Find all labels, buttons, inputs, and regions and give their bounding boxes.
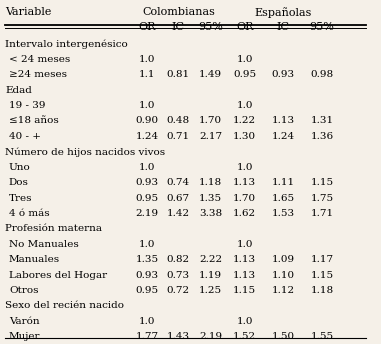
- Text: 1.09: 1.09: [272, 255, 295, 264]
- Text: OR: OR: [138, 22, 156, 32]
- Text: 1.24: 1.24: [135, 132, 158, 141]
- Text: 1.35: 1.35: [135, 255, 158, 264]
- Text: Uno: Uno: [9, 163, 31, 172]
- Text: 1.24: 1.24: [272, 132, 295, 141]
- Text: 1.25: 1.25: [199, 286, 222, 295]
- Text: 1.12: 1.12: [272, 286, 295, 295]
- Text: 1.36: 1.36: [311, 132, 334, 141]
- Text: 1.0: 1.0: [139, 240, 155, 249]
- Text: 1.77: 1.77: [135, 332, 158, 341]
- Text: 1.71: 1.71: [311, 209, 334, 218]
- Text: 1.43: 1.43: [167, 332, 190, 341]
- Text: Españolas: Españolas: [255, 8, 312, 18]
- Text: Mujer: Mujer: [9, 332, 40, 341]
- Text: 1.42: 1.42: [167, 209, 190, 218]
- Text: 0.93: 0.93: [272, 70, 295, 79]
- Text: 1.13: 1.13: [233, 178, 256, 187]
- Text: No Manuales: No Manuales: [9, 240, 79, 249]
- Text: 1.50: 1.50: [272, 332, 295, 341]
- Text: Otros: Otros: [9, 286, 38, 295]
- Text: 1.13: 1.13: [233, 255, 256, 264]
- Text: 95%: 95%: [198, 22, 223, 32]
- Text: 0.93: 0.93: [135, 271, 158, 280]
- Text: 1.49: 1.49: [199, 70, 222, 79]
- Text: 1.13: 1.13: [233, 271, 256, 280]
- Text: 1.0: 1.0: [236, 55, 253, 64]
- Text: 1.11: 1.11: [272, 178, 295, 187]
- Text: Varón: Varón: [9, 317, 40, 326]
- Text: 1.18: 1.18: [311, 286, 334, 295]
- Text: Dos: Dos: [9, 178, 29, 187]
- Text: 1.0: 1.0: [139, 163, 155, 172]
- Text: 0.95: 0.95: [135, 194, 158, 203]
- Text: 1.0: 1.0: [236, 317, 253, 326]
- Text: 19 - 39: 19 - 39: [9, 101, 45, 110]
- Text: 2.19: 2.19: [135, 209, 158, 218]
- Text: Edad: Edad: [5, 86, 32, 95]
- Text: Intervalo intergenésico: Intervalo intergenésico: [5, 39, 128, 49]
- Text: 1.35: 1.35: [199, 194, 222, 203]
- Text: 2.22: 2.22: [199, 255, 222, 264]
- Text: 0.93: 0.93: [135, 178, 158, 187]
- Text: 1.75: 1.75: [311, 194, 334, 203]
- Text: 1.13: 1.13: [272, 116, 295, 126]
- Text: 1.30: 1.30: [233, 132, 256, 141]
- Text: Profesión materna: Profesión materna: [5, 224, 102, 233]
- Text: ≤18 años: ≤18 años: [9, 116, 59, 126]
- Text: 1.0: 1.0: [236, 240, 253, 249]
- Text: 4 ó más: 4 ó más: [9, 209, 50, 218]
- Text: 1.15: 1.15: [233, 286, 256, 295]
- Text: 0.82: 0.82: [167, 255, 190, 264]
- Text: 0.72: 0.72: [167, 286, 190, 295]
- Text: 1.52: 1.52: [233, 332, 256, 341]
- Text: Labores del Hogar: Labores del Hogar: [9, 271, 107, 280]
- Text: 1.70: 1.70: [199, 116, 222, 126]
- Text: IC: IC: [277, 22, 290, 32]
- Text: 0.67: 0.67: [167, 194, 190, 203]
- Text: OR: OR: [236, 22, 253, 32]
- Text: 40 - +: 40 - +: [9, 132, 41, 141]
- Text: Colombianas: Colombianas: [142, 8, 215, 18]
- Text: 1.15: 1.15: [311, 178, 334, 187]
- Text: 1.55: 1.55: [311, 332, 334, 341]
- Text: 1.1: 1.1: [139, 70, 155, 79]
- Text: 1.62: 1.62: [233, 209, 256, 218]
- Text: ≥24 meses: ≥24 meses: [9, 70, 67, 79]
- Text: 0.95: 0.95: [233, 70, 256, 79]
- Text: 0.48: 0.48: [167, 116, 190, 126]
- Text: 0.98: 0.98: [311, 70, 334, 79]
- Text: 1.18: 1.18: [199, 178, 222, 187]
- Text: 0.81: 0.81: [167, 70, 190, 79]
- Text: 1.0: 1.0: [139, 317, 155, 326]
- Text: 1.0: 1.0: [139, 55, 155, 64]
- Text: 1.10: 1.10: [272, 271, 295, 280]
- Text: 2.19: 2.19: [199, 332, 222, 341]
- Text: 1.0: 1.0: [236, 163, 253, 172]
- Text: 0.73: 0.73: [167, 271, 190, 280]
- Text: 1.22: 1.22: [233, 116, 256, 126]
- Text: 1.0: 1.0: [236, 101, 253, 110]
- Text: 1.31: 1.31: [311, 116, 334, 126]
- Text: 1.15: 1.15: [311, 271, 334, 280]
- Text: Sexo del recién nacido: Sexo del recién nacido: [5, 301, 124, 311]
- Text: 95%: 95%: [310, 22, 335, 32]
- Text: 0.74: 0.74: [167, 178, 190, 187]
- Text: 1.19: 1.19: [199, 271, 222, 280]
- Text: 0.71: 0.71: [167, 132, 190, 141]
- Text: 1.53: 1.53: [272, 209, 295, 218]
- Text: IC: IC: [172, 22, 185, 32]
- Text: Manuales: Manuales: [9, 255, 60, 264]
- Text: 1.0: 1.0: [139, 101, 155, 110]
- Text: Variable: Variable: [5, 8, 51, 18]
- Text: 0.95: 0.95: [135, 286, 158, 295]
- Text: 0.90: 0.90: [135, 116, 158, 126]
- Text: 2.17: 2.17: [199, 132, 222, 141]
- Text: Número de hijos nacidos vivos: Número de hijos nacidos vivos: [5, 147, 165, 157]
- Text: 1.17: 1.17: [311, 255, 334, 264]
- Text: Tres: Tres: [9, 194, 32, 203]
- Text: 1.65: 1.65: [272, 194, 295, 203]
- Text: < 24 meses: < 24 meses: [9, 55, 70, 64]
- Text: 3.38: 3.38: [199, 209, 222, 218]
- Text: 1.70: 1.70: [233, 194, 256, 203]
